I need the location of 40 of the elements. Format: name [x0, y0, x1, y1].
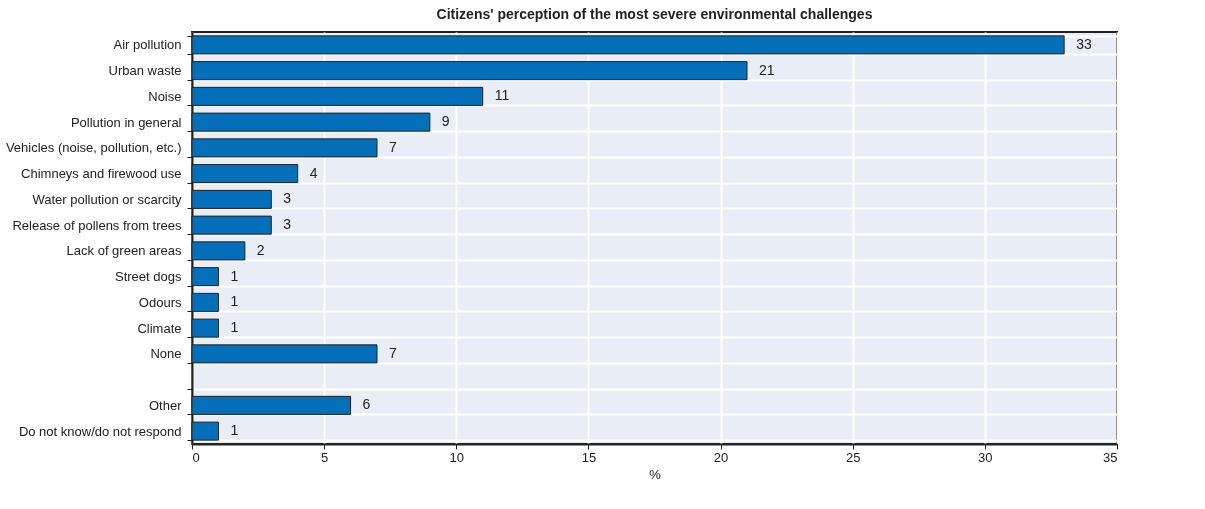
data-label: 6	[362, 396, 371, 413]
data-label: 1	[230, 267, 239, 284]
y-tick-label: None	[150, 346, 182, 362]
data-label: 11	[494, 87, 510, 104]
x-tick-label: 30	[978, 449, 993, 465]
data-label: 1	[230, 319, 239, 336]
x-tick-label: 15	[581, 449, 597, 465]
y-tick-label: Street dogs	[115, 269, 182, 285]
y-tick-label: Climate	[137, 320, 182, 336]
data-label: 2	[256, 241, 265, 258]
data-label: 7	[389, 344, 397, 361]
x-axis-title: %	[649, 466, 662, 482]
data-label: 1	[230, 422, 239, 439]
data-label: 7	[389, 138, 397, 155]
data-label: 33	[1076, 35, 1092, 52]
data-label: 9	[441, 113, 450, 130]
x-tick-label: 10	[449, 449, 465, 465]
x-tick-label: 20	[713, 449, 729, 465]
x-tick-label: 0	[192, 449, 200, 465]
y-tick-label: Other	[148, 397, 183, 413]
y-tick-label: Odours	[138, 294, 182, 310]
x-tick-label: 25	[845, 449, 861, 465]
data-label: 3	[283, 216, 292, 233]
y-tick-label: Noise	[148, 88, 182, 104]
data-label: 3	[283, 190, 292, 207]
data-label: 21	[759, 61, 775, 78]
x-tick-label: 35	[1103, 449, 1118, 465]
y-tick-label: Pollution in general	[70, 114, 182, 130]
y-tick-label: Water pollution or scarcity	[32, 191, 182, 207]
y-tick-label: Release of pollens from trees	[12, 217, 182, 233]
y-tick-label: Lack of green areas	[66, 243, 182, 259]
y-tick-label: Do not know/do not respond	[18, 423, 182, 439]
y-tick-label: Urban waste	[108, 63, 182, 79]
data-label: 1	[230, 293, 239, 310]
y-tick-label: Air pollution	[113, 37, 182, 53]
y-tick-label: Vehicles (noise, pollution, etc.)	[5, 140, 182, 156]
data-label: 4	[309, 164, 318, 181]
y-tick-label: Chimneys and firewood use	[21, 166, 182, 182]
x-tick-label: 5	[321, 449, 329, 465]
chart-title: Citizens' perception of the most severe environmental challenges	[436, 6, 873, 22]
